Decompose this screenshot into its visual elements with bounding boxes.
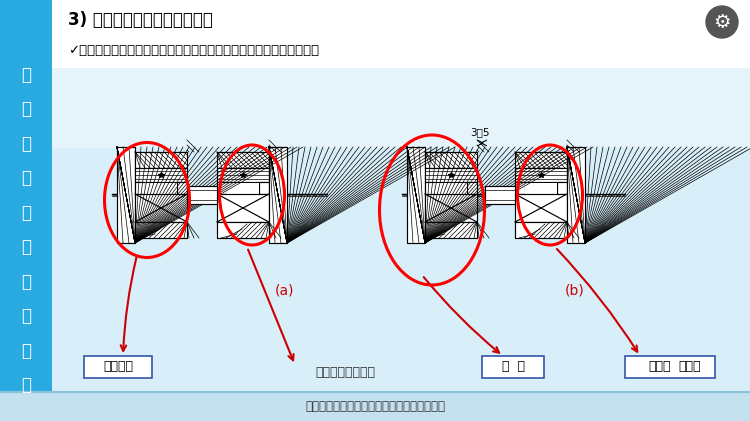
- Bar: [467, 182, 477, 194]
- Bar: [0, 0, 52, 392]
- Bar: [177, 182, 187, 194]
- Text: (b): (b): [566, 283, 585, 297]
- Bar: [0, 392, 750, 421]
- Text: 础: 础: [21, 169, 31, 187]
- Bar: [435, 182, 467, 194]
- Bar: [425, 152, 477, 168]
- Bar: [187, 186, 217, 204]
- Text: 3～5: 3～5: [470, 127, 490, 137]
- Bar: [52, 0, 750, 68]
- Bar: [217, 168, 269, 182]
- Bar: [515, 168, 567, 182]
- Text: 程: 程: [21, 307, 31, 325]
- Bar: [135, 182, 145, 194]
- Bar: [227, 182, 259, 194]
- Bar: [485, 186, 515, 204]
- Text: 基: 基: [21, 135, 31, 153]
- Text: (a): (a): [275, 283, 295, 297]
- Bar: [259, 182, 269, 194]
- Text: 同时装入: 同时装入: [103, 360, 133, 373]
- FancyBboxPatch shape: [84, 356, 152, 378]
- Bar: [425, 194, 477, 222]
- Text: ⚙: ⚙: [713, 13, 730, 32]
- Text: 训: 训: [21, 376, 31, 394]
- Bar: [425, 182, 435, 194]
- Bar: [515, 194, 567, 222]
- Bar: [557, 182, 567, 194]
- Bar: [135, 222, 187, 238]
- Bar: [52, 68, 750, 148]
- FancyBboxPatch shape: [625, 356, 715, 378]
- Bar: [425, 222, 477, 238]
- Bar: [567, 147, 585, 243]
- Bar: [217, 182, 227, 194]
- Text: ✓组件的几个表面不应同时装入基准零件配合孔中，而应先后依次装配: ✓组件的几个表面不应同时装入基准零件配合孔中，而应先后依次装配: [68, 43, 320, 56]
- Text: 培: 培: [21, 341, 31, 360]
- Bar: [217, 222, 269, 238]
- Bar: [515, 152, 567, 168]
- Bar: [135, 194, 187, 222]
- Bar: [117, 147, 135, 243]
- Bar: [515, 222, 567, 238]
- Bar: [135, 168, 187, 182]
- Text: 公众号《机械工程文萝》，工程师的加油站！: 公众号《机械工程文萝》，工程师的加油站！: [305, 400, 445, 413]
- Text: 先装且: 先装且: [649, 360, 671, 373]
- Text: 后  装: 后 装: [502, 360, 524, 373]
- Bar: [515, 182, 525, 194]
- Text: 械: 械: [21, 101, 31, 118]
- Bar: [52, 68, 750, 392]
- Bar: [407, 147, 425, 243]
- Circle shape: [706, 6, 738, 38]
- Text: 知: 知: [21, 204, 31, 222]
- Text: 识: 识: [21, 238, 31, 256]
- FancyBboxPatch shape: [482, 356, 544, 378]
- Text: 课: 课: [21, 273, 31, 290]
- Bar: [217, 194, 269, 222]
- Text: 轴依次装配的结构: 轴依次装配的结构: [315, 367, 375, 379]
- Bar: [135, 152, 187, 168]
- Bar: [269, 147, 287, 243]
- Bar: [145, 182, 177, 194]
- Bar: [217, 152, 269, 168]
- Text: 直径小: 直径小: [679, 360, 701, 373]
- Bar: [525, 182, 557, 194]
- Text: 机: 机: [21, 66, 31, 84]
- Text: 3) 机器结构应便于装配和拆卸: 3) 机器结构应便于装配和拆卸: [68, 11, 213, 29]
- Bar: [425, 168, 477, 182]
